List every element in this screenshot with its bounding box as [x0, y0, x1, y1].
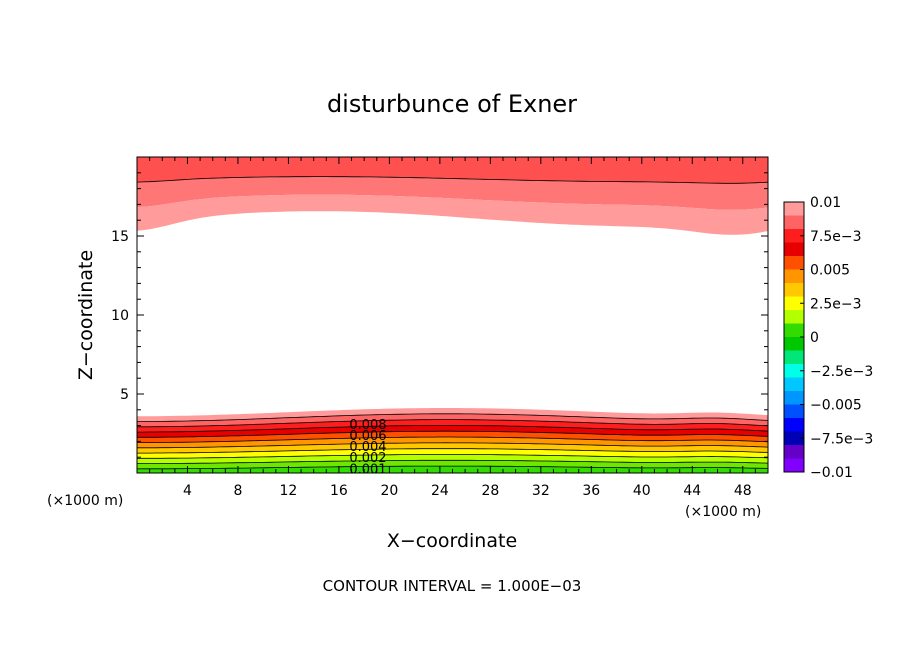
y-axis-ticks: 5 10 15 [111, 172, 768, 458]
colorbar-label: 0 [810, 330, 819, 346]
colorbar-segment [784, 337, 804, 351]
colorbar-segment [784, 350, 804, 365]
colorbar-segment [784, 242, 804, 257]
x-tick-label: 16 [330, 483, 348, 499]
contour-band-low [137, 460, 768, 469]
contour-line-low [137, 442, 768, 449]
y-tick-label: 5 [120, 387, 129, 403]
y-tick-label: 10 [111, 308, 129, 324]
x-tick-label: 20 [380, 483, 398, 499]
colorbar-label: 2.5e−3 [810, 296, 862, 312]
colorbar-segment [784, 431, 804, 446]
contour-label: 0.001 [349, 462, 386, 477]
colorbar-segment [784, 229, 804, 243]
contour-line-low [137, 425, 768, 433]
contour-label: 0.008 [349, 418, 386, 433]
contour-band-low [137, 419, 768, 433]
x-tick-label: 28 [481, 483, 499, 499]
contour-label: 0.004 [349, 440, 386, 455]
contour-label: 0.006 [349, 429, 386, 444]
contour-line-low [137, 430, 768, 438]
colorbar-segment [784, 445, 804, 459]
x-tick-label: 48 [734, 483, 752, 499]
x-tick-label: 40 [633, 483, 651, 499]
y-axis-label: Z−coordinate [75, 250, 97, 380]
contour-line-low [137, 448, 768, 454]
colorbar-segment [784, 418, 804, 432]
colorbar-label: 0.005 [810, 263, 850, 279]
contour-line-low [137, 454, 768, 459]
colorbar-segment [784, 283, 804, 297]
y-tick-label: 15 [111, 229, 129, 245]
contour-line-low [137, 465, 768, 470]
colorbar-label: −0.01 [810, 465, 853, 481]
x-tick-label: 32 [532, 483, 550, 499]
contour-label: 0.002 [349, 451, 386, 466]
colorbar-segment [784, 391, 804, 405]
colorbar-segment [784, 310, 804, 324]
colorbar-label: 7.5e−3 [810, 229, 862, 245]
contour-lines [137, 176, 768, 470]
colorbar-segment [784, 215, 804, 230]
colorbar-segment [784, 202, 804, 216]
colorbar-segment [784, 377, 804, 392]
colorbar-label: −0.005 [810, 398, 862, 414]
x-tick-label: 36 [582, 483, 600, 499]
colorbar-segment [784, 458, 804, 473]
x-tick-label: 44 [683, 483, 701, 499]
x-tick-label: 12 [280, 483, 298, 499]
colorbar-label: 0.01 [810, 195, 841, 211]
contour-band-low [137, 413, 768, 427]
contour-line-low [137, 436, 768, 443]
contour-line-low [137, 413, 768, 422]
colorbar: 0.01 7.5e−3 0.005 2.5e−3 0 −2.5e−3 −0.005 −7.5e… [783, 195, 873, 481]
contour-line-high [137, 176, 768, 184]
x-axis-unit-right: (×1000 m) [685, 504, 761, 520]
contour-interval-note: CONTOUR INTERVAL = 1.000E−03 [323, 577, 582, 595]
chart-title: disturbunce of Exner [327, 90, 577, 118]
contour-band-high [137, 194, 768, 235]
x-tick-label: 24 [431, 483, 449, 499]
x-axis-unit-left: (×1000 m) [47, 493, 123, 509]
contour-band-high [137, 157, 768, 184]
x-tick-label: 4 [183, 483, 192, 499]
contour-line-low [137, 419, 768, 428]
contour-line-low [137, 459, 768, 464]
colorbar-segment [784, 256, 804, 270]
colorbar-label: −7.5e−3 [810, 431, 873, 447]
colorbar-segment [784, 323, 804, 338]
x-axis-ticks: 4 8 12 16 20 24 28 32 36 40 44 48 [149, 157, 756, 499]
colorbar-segment [784, 269, 804, 284]
x-tick-label: 8 [233, 483, 242, 499]
colorbar-label: −2.5e−3 [810, 364, 873, 380]
contour-band-high [137, 176, 768, 210]
colorbar-segment [784, 296, 804, 311]
contour-band-low [137, 408, 768, 422]
x-axis-label: X−coordinate [387, 530, 517, 552]
colorbar-segment [784, 404, 804, 419]
colorbar-segment [784, 364, 804, 378]
